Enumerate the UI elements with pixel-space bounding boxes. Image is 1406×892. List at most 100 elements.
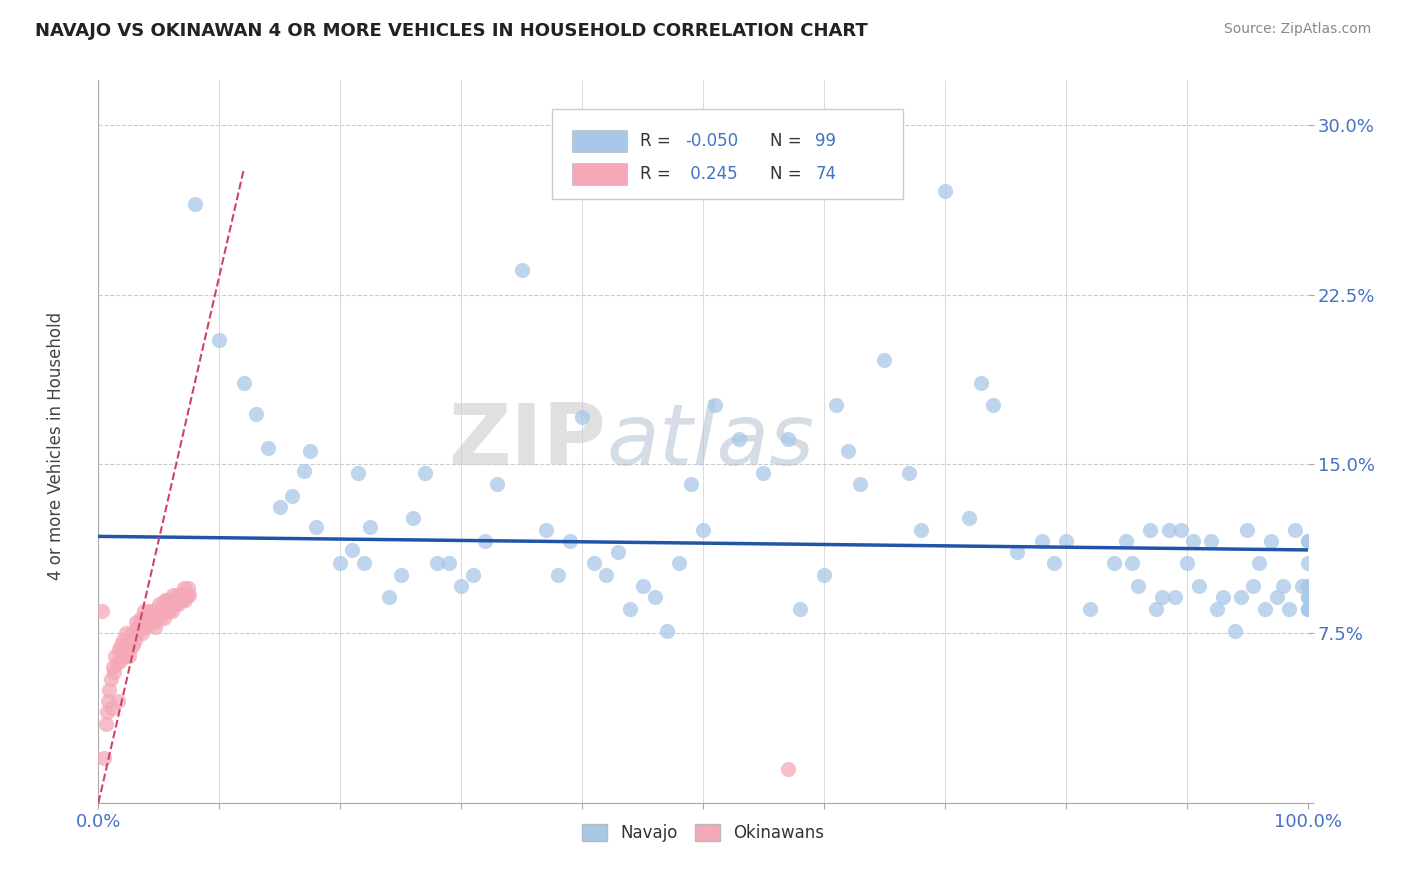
Point bbox=[100, 672, 122, 686]
Text: R =: R = bbox=[640, 165, 676, 183]
Text: Source: ZipAtlas.com: Source: ZipAtlas.com bbox=[1223, 22, 1371, 37]
Point bbox=[118, 642, 141, 657]
Point bbox=[1042, 557, 1064, 571]
Legend: Navajo, Okinawans: Navajo, Okinawans bbox=[575, 817, 831, 848]
Text: NAVAJO VS OKINAWAN 4 OR MORE VEHICLES IN HOUSEHOLD CORRELATION CHART: NAVAJO VS OKINAWAN 4 OR MORE VEHICLES IN… bbox=[35, 22, 868, 40]
Point bbox=[1152, 591, 1174, 605]
Text: R =: R = bbox=[640, 132, 676, 150]
Point bbox=[128, 615, 150, 630]
Point bbox=[1188, 579, 1211, 593]
Point bbox=[347, 466, 370, 480]
Point bbox=[132, 615, 155, 630]
Point bbox=[1175, 557, 1198, 571]
Point bbox=[135, 620, 157, 634]
Point bbox=[108, 654, 131, 668]
Point bbox=[413, 466, 436, 480]
Point bbox=[970, 376, 993, 390]
Point bbox=[173, 582, 195, 596]
Point bbox=[167, 597, 190, 611]
Point bbox=[897, 466, 920, 480]
Point bbox=[142, 604, 165, 618]
Point bbox=[776, 432, 799, 446]
Point bbox=[377, 591, 399, 605]
Point bbox=[148, 597, 170, 611]
Point bbox=[117, 638, 139, 652]
Point bbox=[107, 694, 129, 708]
Point bbox=[426, 557, 449, 571]
Point bbox=[1121, 557, 1143, 571]
Point bbox=[1163, 591, 1185, 605]
Point bbox=[837, 443, 859, 458]
Point bbox=[169, 592, 191, 607]
Point bbox=[1254, 601, 1277, 615]
Point bbox=[1296, 601, 1319, 615]
Point bbox=[98, 682, 121, 697]
Point bbox=[138, 604, 160, 618]
Point bbox=[981, 398, 1004, 412]
Point bbox=[153, 604, 176, 618]
Point bbox=[776, 762, 799, 776]
Point bbox=[292, 464, 315, 478]
Point bbox=[269, 500, 291, 514]
Point bbox=[179, 588, 201, 602]
Point bbox=[1260, 533, 1282, 548]
Point bbox=[1296, 533, 1319, 548]
Point bbox=[1296, 601, 1319, 615]
Point bbox=[145, 610, 167, 624]
FancyBboxPatch shape bbox=[572, 163, 627, 185]
Point bbox=[91, 604, 114, 618]
Point bbox=[402, 511, 425, 525]
Point bbox=[149, 610, 172, 624]
Point bbox=[143, 620, 166, 634]
Point bbox=[122, 638, 145, 652]
Point bbox=[1212, 591, 1234, 605]
Point bbox=[100, 701, 122, 715]
Point bbox=[176, 588, 198, 602]
Text: 74: 74 bbox=[815, 165, 837, 183]
Point bbox=[111, 633, 134, 648]
Point bbox=[1278, 601, 1301, 615]
Point bbox=[136, 610, 159, 624]
Point bbox=[1146, 601, 1168, 615]
Point bbox=[124, 633, 146, 648]
Point bbox=[1206, 601, 1229, 615]
Point bbox=[752, 466, 775, 480]
FancyBboxPatch shape bbox=[572, 130, 627, 152]
Point bbox=[120, 633, 142, 648]
Point bbox=[692, 523, 714, 537]
Point bbox=[163, 597, 186, 611]
Point bbox=[957, 511, 980, 525]
Point bbox=[547, 567, 569, 582]
Point bbox=[1115, 533, 1137, 548]
Point bbox=[152, 610, 174, 624]
Point bbox=[474, 533, 496, 548]
Point bbox=[208, 333, 231, 347]
Point bbox=[152, 597, 174, 611]
Point bbox=[1230, 591, 1253, 605]
Text: 0.245: 0.245 bbox=[685, 165, 738, 183]
Point bbox=[166, 588, 188, 602]
Text: 99: 99 bbox=[815, 132, 837, 150]
Point bbox=[96, 706, 118, 720]
Point bbox=[281, 489, 304, 503]
Point bbox=[342, 542, 364, 557]
Point bbox=[162, 588, 184, 602]
Point bbox=[97, 694, 120, 708]
Point bbox=[112, 642, 135, 657]
Point bbox=[873, 353, 896, 368]
Point bbox=[143, 615, 166, 630]
Text: -0.050: -0.050 bbox=[685, 132, 738, 150]
Text: atlas: atlas bbox=[606, 400, 814, 483]
Point bbox=[156, 592, 179, 607]
Text: N =: N = bbox=[769, 165, 807, 183]
Point bbox=[789, 601, 811, 615]
Point bbox=[510, 263, 533, 277]
Point bbox=[105, 656, 128, 670]
Point bbox=[486, 477, 509, 491]
Point bbox=[305, 520, 328, 534]
Point bbox=[437, 557, 460, 571]
Point bbox=[127, 620, 149, 634]
Point bbox=[1139, 523, 1161, 537]
Point bbox=[94, 716, 117, 731]
Point bbox=[534, 523, 557, 537]
